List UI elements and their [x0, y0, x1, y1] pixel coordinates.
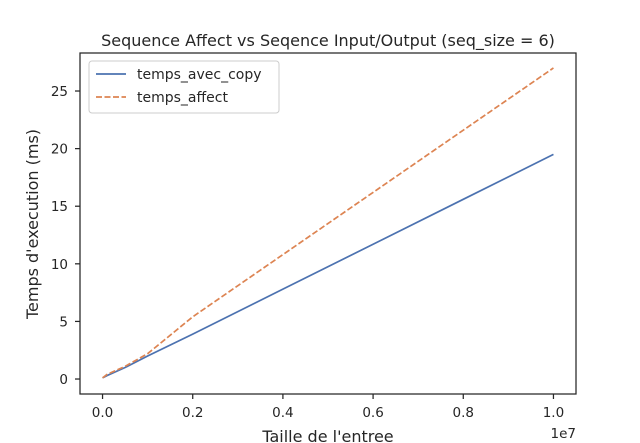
x-offset-label: 1e7: [551, 426, 576, 442]
ticks: 0.0 0.2 0.4 0.6 0.8 1.0 0 5 10 15 20 25: [51, 84, 564, 421]
chart-title: Sequence Affect vs Seqence Input/Output …: [101, 31, 555, 51]
series-line-temps-avec-copy: [102, 153, 554, 379]
y-tick-label: 0: [59, 372, 68, 388]
x-tick-label: 0.6: [362, 405, 383, 421]
x-axis-label: Taille de l'entree: [261, 427, 393, 443]
x-tick-label: 0.8: [453, 405, 474, 421]
series-line-temps-affect: [102, 67, 554, 379]
legend-label-temps-affect: temps_affect: [137, 90, 228, 106]
y-tick-label: 15: [51, 199, 68, 215]
y-tick-label: 25: [51, 84, 68, 100]
legend-box: [88, 60, 280, 114]
plot-lines: [102, 67, 554, 379]
y-tick-label: 10: [51, 257, 68, 273]
x-tick-label: 1.0: [543, 405, 564, 421]
legend-label-temps-avec-copy: temps_avec_copy: [137, 67, 262, 83]
x-tick-label: 0.2: [182, 405, 203, 421]
x-tick-label: 0.4: [272, 405, 293, 421]
x-tick-label: 0.0: [92, 405, 113, 421]
y-axis-label: Temps d'execution (ms): [23, 129, 42, 320]
legend: temps_avec_copy temps_affect: [88, 60, 280, 114]
y-tick-label: 5: [59, 314, 68, 330]
y-tick-label: 20: [51, 142, 68, 158]
plot-frame: [79, 52, 577, 395]
